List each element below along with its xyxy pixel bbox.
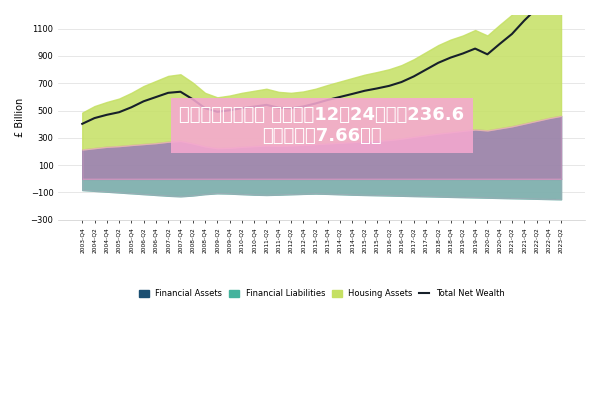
Text: 配资炒股门户网站 时代电气12月24日斥资236.6
万港元回购7.66万股: 配资炒股门户网站 时代电气12月24日斥资236.6 万港元回购7.66万股 (179, 106, 464, 145)
Legend: Financial Assets, Financial Liabilities, Housing Assets, Total Net Wealth: Financial Assets, Financial Liabilities,… (135, 286, 508, 302)
Y-axis label: £ Billion: £ Billion (15, 98, 25, 137)
